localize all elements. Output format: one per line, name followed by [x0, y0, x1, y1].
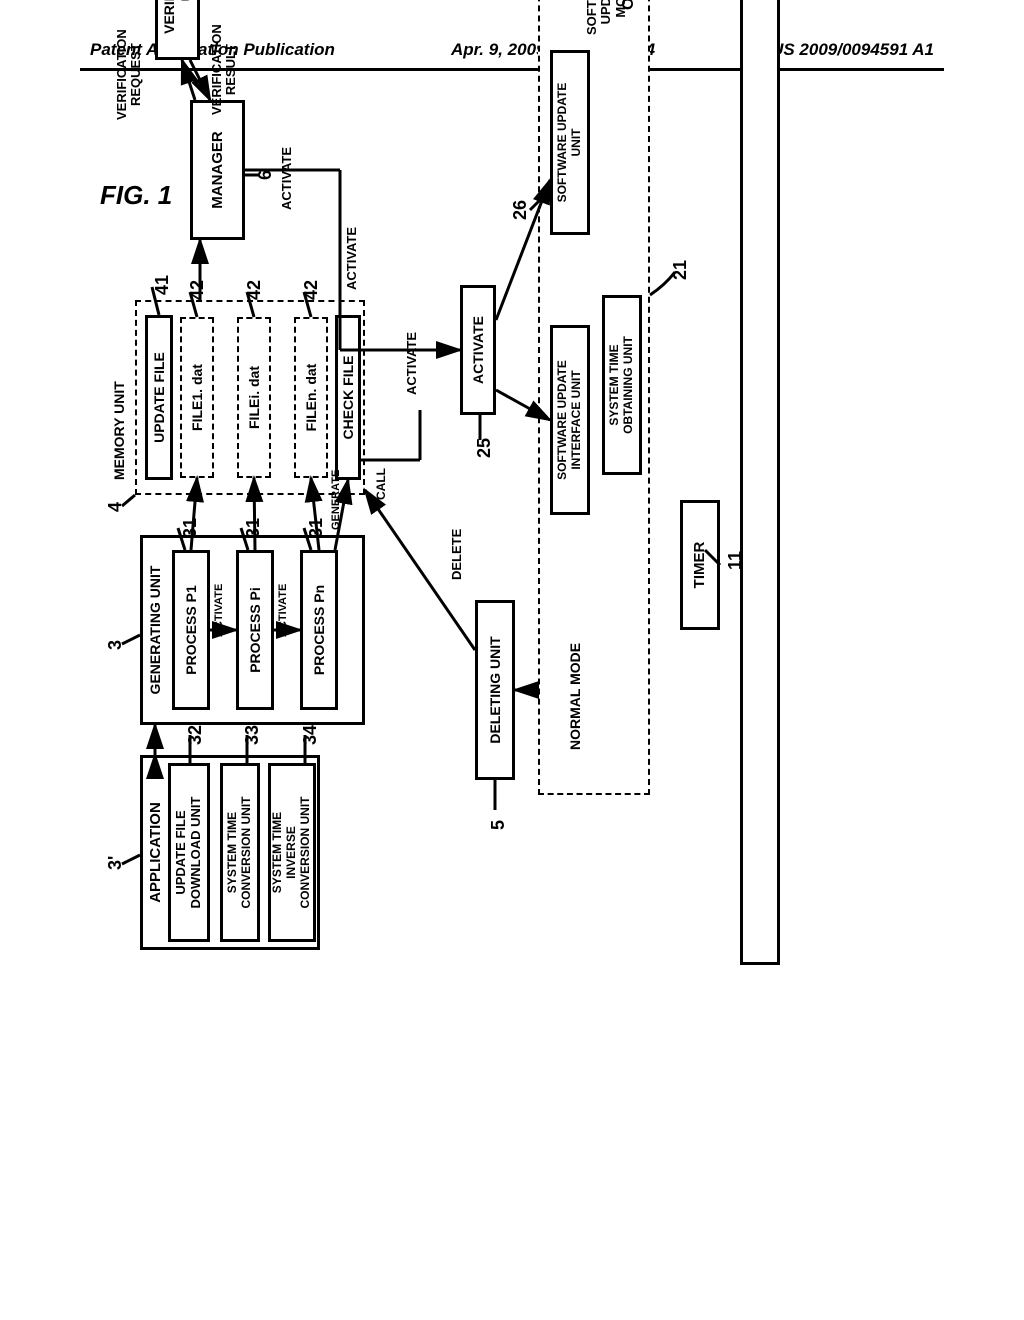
generate-label: GENERATE: [330, 470, 342, 530]
ref-31c: 31: [306, 518, 327, 538]
check-file: CHECK FILE: [335, 315, 361, 480]
verification-request-label: VERIFICATION REQUEST: [115, 29, 144, 120]
header-right: US 2009/0094591 A1: [771, 40, 934, 60]
ref-42c: 42: [301, 280, 322, 300]
ref-32: 32: [185, 725, 206, 745]
ref-11: 11: [725, 551, 746, 570]
filen-dat: FILEn. dat: [294, 317, 328, 478]
call-label: CALL: [375, 468, 388, 500]
ref-34: 34: [300, 725, 321, 745]
delete-label: DELETE: [450, 529, 464, 580]
ref-21: 21: [670, 260, 691, 280]
system-time-conversion-unit: SYSTEM TIME CONVERSION UNIT: [220, 763, 260, 942]
software-update-mode-label: SOFTWARE UPDATE MODE: [585, 0, 628, 35]
activate-pipn: ACTIVATE: [277, 584, 289, 637]
ref-31a: 31: [180, 518, 201, 538]
ref-33: 33: [242, 725, 263, 745]
block-diagram: APPLICATION UPDATE FILE DOWNLOAD UNIT SY…: [140, 150, 1024, 950]
memory-unit-label: MEMORY UNIT: [112, 381, 127, 480]
normal-mode-label: NORMAL MODE: [568, 643, 583, 750]
ref-42a: 42: [187, 280, 208, 300]
ref-5: 5: [488, 820, 509, 830]
software-update-unit: SOFTWARE UPDATE UNIT: [550, 50, 590, 235]
ref-26: 26: [510, 200, 531, 220]
ref-41: 41: [152, 275, 173, 295]
process-pn: PROCESS Pn: [300, 550, 338, 710]
filei-dat: FILEi. dat: [237, 317, 271, 478]
activate-label-1: ACTIVATE: [280, 147, 294, 210]
system-time-inverse-conversion-unit: SYSTEM TIME INVERSE CONVERSION UNIT: [268, 763, 316, 942]
software-update-interface-unit: SOFTWARE UPDATE INTERFACE UNIT: [550, 325, 590, 515]
activate-label-3: ACTIVATE: [405, 332, 419, 395]
verification-unit: VERIFICATION UNIT: [155, 0, 200, 60]
system-time-obtaining-unit: SYSTEM TIME OBTAINING UNIT: [602, 295, 642, 475]
file1-dat: FILE1. dat: [180, 317, 214, 478]
verification-result-label: VERIFICATION RESULT: [210, 24, 239, 115]
ref-42b: 42: [244, 280, 265, 300]
update-file-download-unit: UPDATE FILE DOWNLOAD UNIT: [168, 763, 210, 942]
ref-31b: 31: [243, 518, 264, 538]
activate-box: ACTIVATE: [460, 285, 496, 415]
activate-label-2: ACTIVATE: [345, 227, 359, 290]
deleting-unit: DELETING UNIT: [475, 600, 515, 780]
ref-3: 3: [105, 640, 126, 650]
process-p1: PROCESS P1: [172, 550, 210, 710]
ref-3p: 3': [105, 856, 126, 870]
manager: MANAGER: [190, 100, 245, 240]
update-file: UPDATE FILE: [145, 315, 173, 480]
activate-p1pi: ACTIVATE: [213, 584, 225, 637]
cpu: CPU: [740, 0, 780, 965]
ref-25: 25: [474, 438, 495, 458]
ref-4: 4: [105, 502, 126, 512]
timer: TIMER: [680, 500, 720, 630]
page-header: Patent Application Publication Apr. 9, 2…: [0, 0, 1024, 68]
process-pi: PROCESS Pi: [236, 550, 274, 710]
ref-6: 6: [255, 170, 276, 180]
